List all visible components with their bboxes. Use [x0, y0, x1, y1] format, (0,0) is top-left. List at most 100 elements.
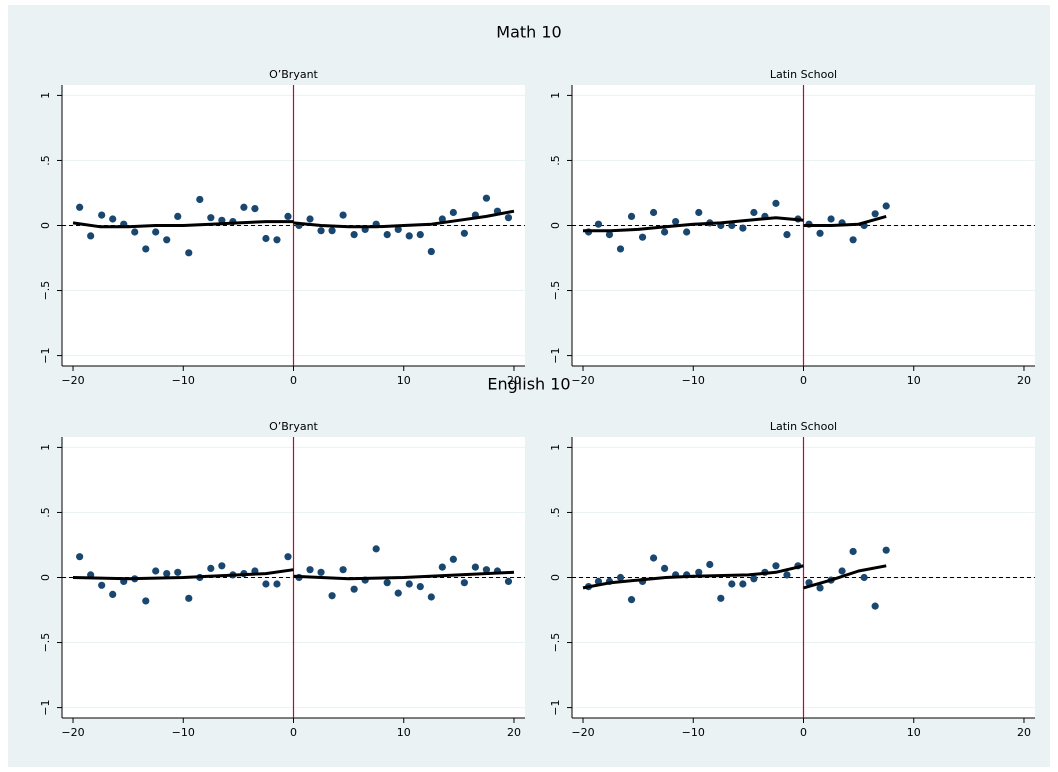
fit-line: [72, 568, 294, 581]
y-tick-label: .5: [549, 507, 562, 518]
data-point: [98, 211, 106, 219]
data-point: [882, 546, 890, 554]
y-tick-label: 1: [39, 92, 52, 99]
panel-title: Latin School: [770, 420, 837, 433]
x-tick-label: 20: [1017, 726, 1031, 739]
data-point: [328, 592, 336, 600]
data-point: [728, 580, 736, 588]
data-point: [317, 227, 325, 235]
data-point: [240, 203, 248, 211]
data-point: [131, 228, 139, 236]
data-point: [772, 199, 780, 207]
data-point: [728, 221, 736, 230]
data-point: [273, 580, 281, 588]
data-point: [98, 581, 106, 589]
fit-line: [72, 220, 294, 229]
data-point: [449, 208, 457, 217]
x-tick-label: −20: [571, 726, 594, 739]
data-point: [504, 214, 513, 222]
data-point: [460, 229, 468, 237]
data-point: [438, 215, 446, 223]
x-tick-label: 10: [397, 374, 411, 387]
x-tick-label: −10: [172, 726, 195, 739]
data-point: [109, 215, 117, 223]
data-point: [394, 589, 402, 597]
y-tick-label: −.5: [39, 633, 52, 653]
data-point: [860, 573, 868, 582]
data-point: [871, 602, 879, 610]
data-point: [350, 585, 358, 593]
data-point: [339, 211, 347, 219]
fit-line: [582, 564, 804, 590]
data-point: [504, 577, 513, 586]
data-point: [284, 553, 292, 561]
data-point: [152, 228, 160, 236]
data-point: [273, 236, 281, 244]
data-point: [706, 560, 714, 569]
data-point: [683, 228, 691, 236]
data-point: [416, 231, 424, 239]
data-point: [251, 204, 259, 213]
data-point: [142, 597, 150, 605]
data-point: [649, 208, 658, 217]
x-tick-label: 0: [800, 726, 807, 739]
data-point: [482, 194, 491, 202]
data-point: [185, 249, 193, 257]
data-point: [739, 224, 747, 232]
y-tick-label: −1: [549, 699, 562, 715]
data-point: [627, 212, 636, 220]
data-point: [339, 566, 347, 574]
data-point: [328, 227, 336, 235]
data-point: [196, 195, 204, 204]
fit-line: [293, 209, 515, 229]
y-tick-label: .5: [39, 155, 52, 166]
data-point: [383, 231, 391, 239]
x-tick-label: −20: [61, 726, 84, 739]
panel-title: O’Bryant: [269, 420, 318, 433]
data-point: [672, 217, 680, 226]
x-tick-label: 10: [397, 726, 411, 739]
data-point: [262, 234, 270, 243]
data-point: [482, 566, 491, 574]
data-point: [207, 564, 215, 572]
data-point: [882, 202, 890, 210]
data-point: [816, 229, 824, 237]
data-point: [218, 562, 226, 570]
data-point: [827, 215, 835, 223]
x-tick-label: −10: [682, 374, 705, 387]
data-point: [695, 208, 703, 217]
data-point: [174, 212, 182, 220]
data-point: [163, 236, 171, 244]
x-tick-label: 0: [290, 726, 297, 739]
x-tick-label: 20: [1017, 374, 1031, 387]
x-tick-label: 0: [290, 374, 297, 387]
fit-line: [583, 216, 804, 233]
y-tick-label: −1: [549, 347, 562, 363]
data-point: [838, 567, 846, 575]
data-point: [816, 584, 824, 592]
fit-line: [803, 214, 887, 227]
y-tick-label: .5: [549, 155, 562, 166]
x-tick-label: −10: [682, 726, 705, 739]
data-point: [383, 579, 391, 587]
data-point: [460, 579, 468, 587]
data-point: [649, 554, 658, 562]
y-tick-label: −1: [39, 699, 52, 715]
data-point: [284, 212, 292, 220]
data-point: [739, 580, 747, 588]
data-point: [449, 555, 457, 563]
x-tick-label: 0: [800, 374, 807, 387]
data-point: [471, 563, 479, 571]
y-tick-label: −.5: [549, 281, 562, 301]
x-tick-label: 20: [507, 374, 521, 387]
data-point: [605, 231, 614, 239]
data-point: [109, 590, 117, 599]
x-tick-label: 20: [507, 726, 521, 739]
data-point: [638, 233, 647, 241]
row-title: English 10: [487, 375, 570, 394]
data-point: [717, 594, 725, 602]
x-tick-label: −20: [61, 374, 84, 387]
x-tick-label: −10: [172, 374, 195, 387]
data-point: [152, 567, 160, 575]
y-tick-label: 0: [39, 574, 52, 581]
